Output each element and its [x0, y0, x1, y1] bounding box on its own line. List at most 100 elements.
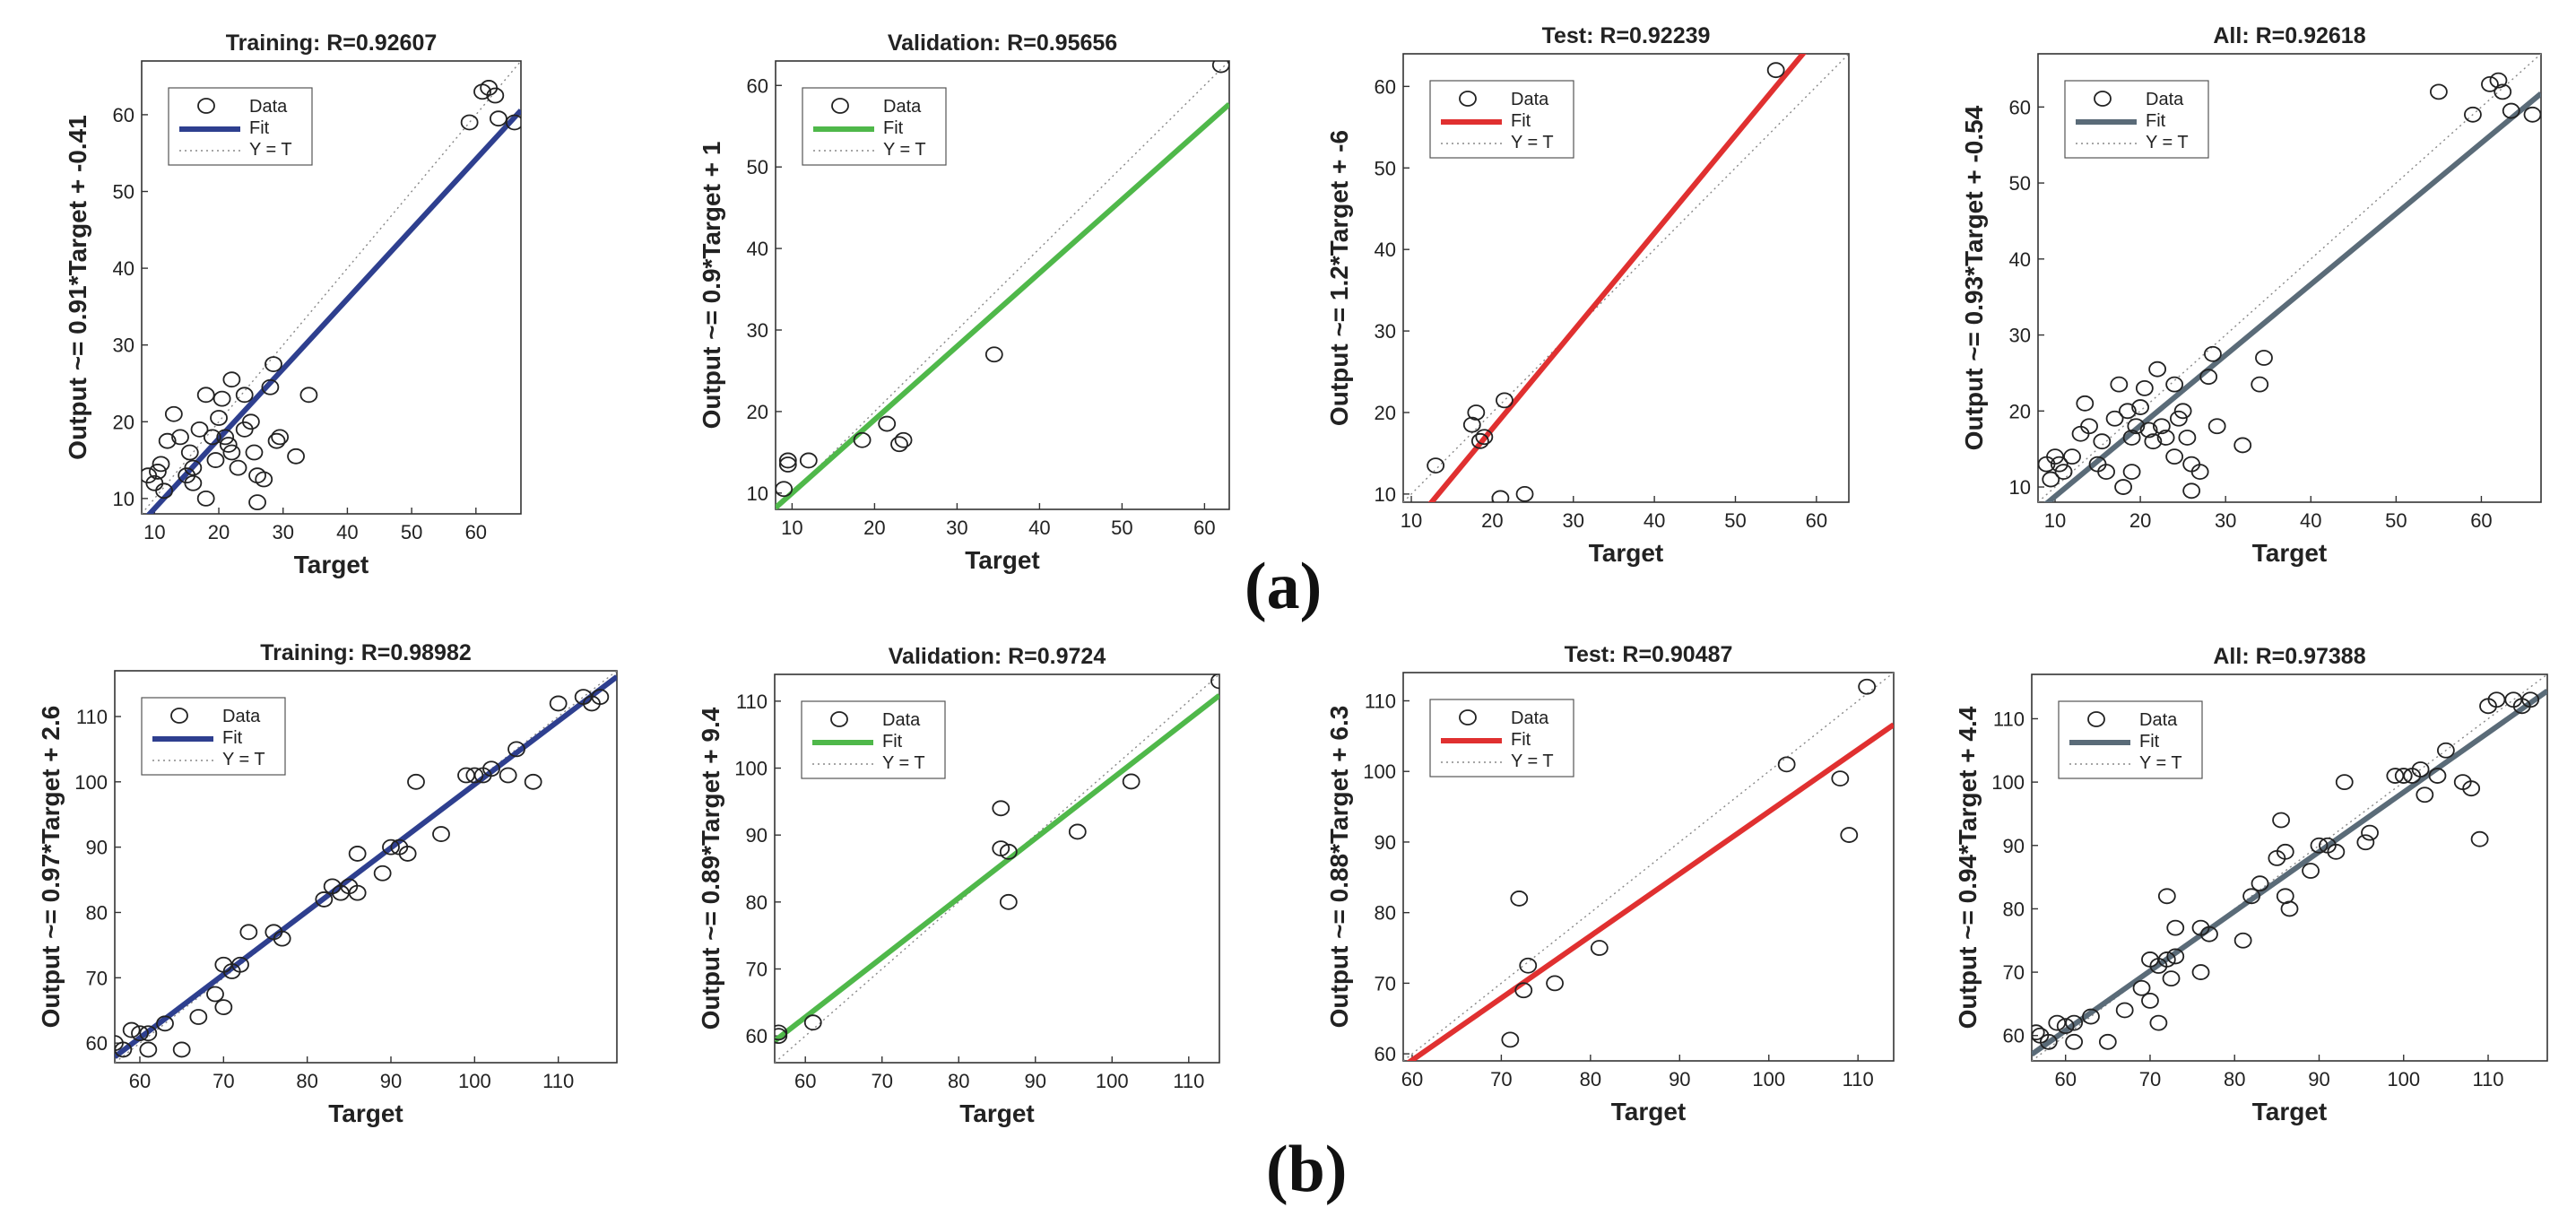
data-point [2076, 395, 2095, 412]
data-point [184, 474, 203, 491]
data-point [2148, 361, 2167, 378]
data-point [2065, 1014, 2084, 1031]
data-point [465, 767, 484, 784]
fit-line [2032, 689, 2547, 1057]
data-point [210, 410, 228, 426]
x-tick-label: 100 [1752, 1068, 1785, 1090]
y-tick-label: 110 [736, 691, 768, 713]
data-point [196, 490, 215, 507]
chart-panel-b-4: All: R=0.97388 60 70 80 90 100 110 60 70 80 90 100 1… [1954, 644, 2548, 1125]
plot-content [1403, 54, 1849, 502]
y-tick-label: 30 [747, 319, 768, 342]
data-point [229, 459, 247, 476]
data-point [2233, 932, 2252, 949]
data-point [775, 1028, 788, 1045]
data-point [1519, 957, 1538, 974]
data-point [398, 846, 417, 862]
data-point [2416, 786, 2434, 804]
data-point [180, 444, 199, 461]
data-point [155, 482, 173, 500]
data-point [482, 760, 500, 778]
data-point [239, 924, 258, 941]
data-point [2157, 888, 2176, 905]
y-tick-label: 20 [2009, 400, 2031, 422]
data-point [2132, 979, 2151, 996]
y-tick-label: 10 [113, 488, 134, 510]
y-tick-label: 50 [2009, 172, 2031, 195]
y-axis-label: Output ~= 0.88*Target + 6.3 [1325, 706, 1353, 1029]
x-tick-label: 60 [465, 521, 487, 543]
data-point [2169, 410, 2188, 427]
legend-label: Data [222, 707, 261, 726]
data-point [2481, 75, 2499, 92]
legend-data-marker [2087, 711, 2105, 727]
data-point [2135, 379, 2154, 396]
y-tick-label: 40 [2009, 248, 2031, 271]
x-tick-label: 30 [946, 517, 967, 539]
x-tick-label: 50 [2385, 509, 2407, 532]
x-tick-label: 100 [1096, 1070, 1129, 1092]
legend-label: Y = T [2139, 753, 2182, 773]
legend-data-marker [170, 708, 188, 724]
data-point [2122, 430, 2141, 446]
data-point [2165, 376, 2184, 393]
data-point [2464, 106, 2482, 123]
data-point [287, 447, 305, 465]
data-point [190, 421, 209, 438]
y-tick-label: 80 [746, 891, 768, 914]
data-point [2118, 403, 2137, 420]
panel-label-a: (a) [1245, 550, 1323, 623]
x-tick-label: 50 [401, 521, 422, 543]
data-point [131, 1025, 149, 1042]
fit-line [145, 109, 521, 514]
legend-label: Fit [883, 118, 904, 138]
chart-title: Training: R=0.92607 [226, 30, 438, 56]
x-tick-label: 90 [1025, 1070, 1046, 1092]
x-tick-label: 10 [1401, 509, 1422, 532]
data-point [2200, 925, 2218, 943]
data-point [2429, 83, 2448, 100]
y-tick-label: 100 [1991, 771, 2025, 794]
identity-line [776, 61, 1229, 509]
x-tick-label: 50 [1724, 509, 1746, 532]
data-point [1510, 891, 1529, 907]
x-tick-label: 10 [781, 517, 802, 539]
fit-line [115, 674, 617, 1059]
data-point [2054, 464, 2073, 481]
fit-line [1406, 722, 1894, 1061]
chart-panel-b-3: Test: R=0.90487 60 70 80 90 100 110 60 70 80 90 100… [1325, 642, 1895, 1125]
data-point [2039, 1033, 2058, 1050]
x-tick-label: 40 [1028, 517, 1050, 539]
data-point [2494, 83, 2512, 100]
x-axis-label: Target [965, 546, 1040, 574]
y-tick-label: 70 [1375, 972, 1396, 995]
x-axis-label: Target [294, 551, 369, 578]
data-point [373, 864, 392, 882]
data-point [2098, 1033, 2117, 1050]
legend-label: Data [1511, 708, 1549, 728]
x-tick-label: 60 [794, 1070, 816, 1092]
data-point [778, 452, 797, 469]
y-tick-label: 100 [74, 771, 108, 794]
y-tick-label: 60 [113, 104, 134, 126]
data-point [2207, 418, 2226, 435]
data-point [158, 432, 177, 449]
y-tick-label: 60 [2003, 1025, 2025, 1047]
data-point [799, 452, 818, 469]
y-tick-label: 10 [2009, 476, 2031, 499]
x-tick-label: 70 [1490, 1068, 1512, 1090]
data-point [2050, 456, 2069, 473]
data-point [382, 838, 400, 856]
data-point [1427, 457, 1445, 473]
data-point [271, 429, 290, 446]
data-point [2280, 900, 2299, 917]
y-tick-label: 40 [113, 257, 134, 280]
data-point [2276, 843, 2294, 860]
legend-data-marker [1459, 91, 1477, 107]
y-tick-label: 60 [1375, 75, 1396, 98]
data-point [2082, 1008, 2100, 1025]
legend-data-marker [830, 711, 848, 727]
y-tick-label: 50 [113, 181, 134, 204]
x-tick-label: 60 [1806, 509, 1827, 532]
data-point [348, 884, 367, 901]
